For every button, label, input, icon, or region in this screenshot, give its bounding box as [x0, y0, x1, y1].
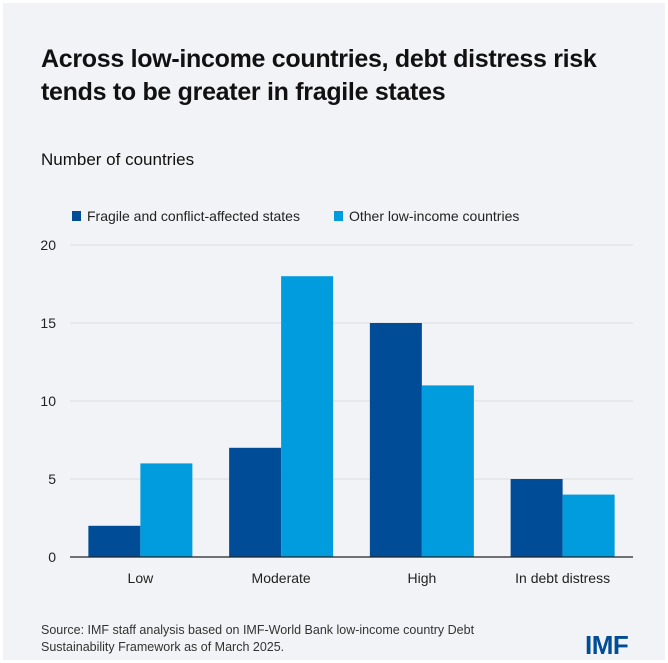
- legend-swatch-other: [333, 211, 343, 221]
- legend-item-fragile: Fragile and conflict-affected states: [72, 208, 300, 224]
- legend: Fragile and conflict-affected states Oth…: [72, 208, 519, 224]
- bar-fragile: [229, 447, 282, 557]
- bar-other: [140, 463, 193, 557]
- x-tick-label: Low: [128, 570, 155, 586]
- x-tick-label: Moderate: [252, 570, 311, 586]
- x-tick-label: In debt distress: [515, 570, 610, 586]
- y-tick-label: 20: [40, 237, 56, 253]
- imf-logo: IMF: [585, 630, 629, 660]
- y-tick-label: 10: [40, 393, 56, 409]
- legend-label-fragile: Fragile and conflict-affected states: [87, 208, 300, 224]
- source-note: Source: IMF staff analysis based on IMF-…: [41, 623, 475, 654]
- legend-label-other: Other low-income countries: [348, 208, 520, 224]
- legend-item-other: Other low-income countries: [333, 208, 520, 224]
- legend-swatch-fragile: [72, 211, 81, 221]
- bar-fragile: [510, 479, 563, 557]
- bar-fragile: [88, 525, 141, 557]
- y-tick-label: 5: [48, 471, 56, 487]
- y-tick-label: 0: [48, 549, 56, 565]
- bar-other: [281, 276, 334, 557]
- bar-other: [562, 494, 615, 557]
- bar-other: [421, 385, 474, 557]
- bar-fragile: [369, 323, 422, 557]
- x-tick-label: High: [407, 570, 436, 586]
- y-tick-label: 15: [40, 315, 56, 331]
- y-axis-label: Number of countries: [41, 150, 195, 169]
- chart-title: Across low-income countries, debt distre…: [41, 45, 597, 106]
